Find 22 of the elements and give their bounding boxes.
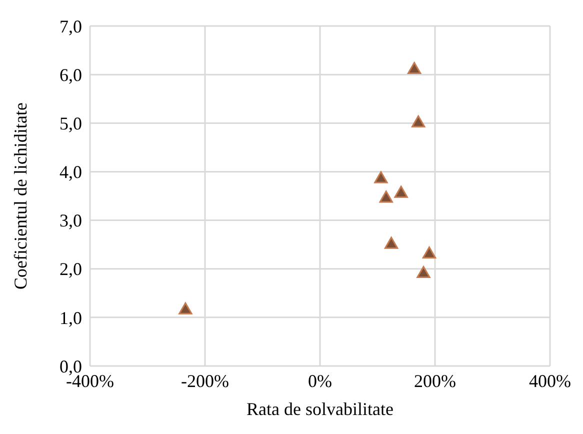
point: [379, 190, 393, 203]
point: [374, 171, 388, 184]
y-tick-label: 2,0: [60, 259, 82, 280]
point: [416, 266, 430, 278]
x-tick-label: 200%: [414, 370, 456, 391]
x-axis-title: Rata de solvabilitate: [246, 398, 394, 419]
point: [407, 62, 422, 74]
point: [411, 115, 426, 128]
x-tick-label: 400%: [529, 370, 571, 391]
y-tick-label: 7,0: [60, 16, 82, 36]
y-tick-label: 4,0: [60, 162, 82, 182]
point: [394, 186, 408, 198]
point: [384, 236, 398, 249]
y-tick-label: 1,0: [60, 308, 82, 328]
y-tick-label: 3,0: [60, 210, 82, 231]
y-axis-title: Coeficientul de lichiditate: [10, 102, 30, 290]
x-tick-label: -200%: [181, 370, 229, 391]
y-tick-label: 6,0: [60, 64, 82, 85]
point: [422, 246, 436, 259]
point: [178, 302, 192, 314]
y-tick-label: 5,0: [60, 114, 82, 134]
x-tick-label: 0%: [308, 370, 332, 391]
